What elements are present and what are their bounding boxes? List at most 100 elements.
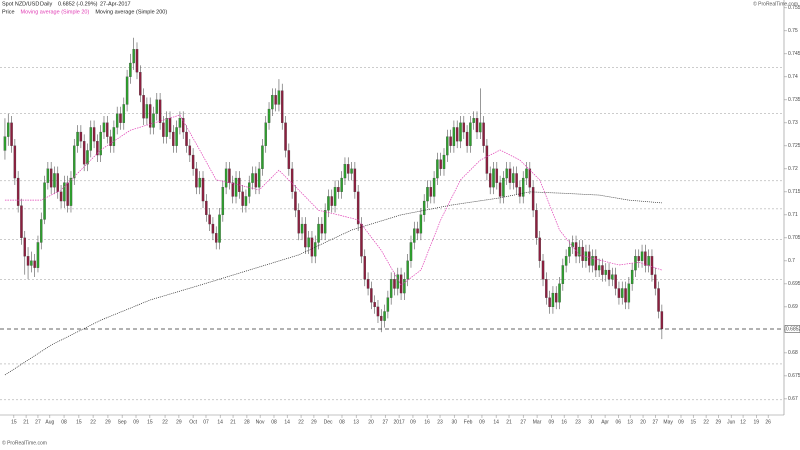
candle-body [198, 177, 201, 188]
moving-average-line [4, 114, 662, 286]
candle-body [214, 233, 218, 243]
candle-body [317, 223, 320, 243]
candle-body [413, 228, 416, 243]
candle-body [297, 210, 300, 234]
candle-body [221, 187, 225, 215]
candle-body [347, 164, 350, 174]
candle-body [294, 191, 297, 211]
legend-price: Price [2, 9, 15, 15]
y-tick-label: 0.75 [788, 28, 798, 34]
x-tick-label: 09 [678, 419, 684, 425]
x-tick-label: 14 [493, 419, 499, 425]
candle-body [40, 219, 43, 243]
candle-body [63, 182, 66, 202]
candle-body [578, 246, 581, 257]
candle-body [637, 256, 640, 261]
x-tick-label: 06 [616, 419, 622, 425]
y-tick-label: 0.725 [788, 143, 800, 149]
y-tick-label: 0.715 [788, 189, 800, 195]
candle-body [277, 90, 281, 105]
candle-body [300, 223, 304, 234]
y-tick-label: 0.695 [788, 281, 800, 287]
candle-body [254, 173, 258, 188]
last-price-label: 0.6852 [786, 326, 800, 332]
x-tick-label: 29 [105, 419, 111, 425]
candle-body [508, 168, 512, 183]
y-tick-label: 0.7 [788, 258, 795, 264]
candle-body [561, 265, 565, 284]
x-tick-label: 21 [506, 419, 512, 425]
y-tick-label: 0.705 [788, 235, 800, 241]
candle-body [406, 260, 409, 280]
candle-body [654, 274, 657, 289]
candle-body [10, 122, 13, 146]
candle-body [168, 118, 172, 133]
x-tick-label: Nov [256, 419, 265, 425]
candle-body [172, 131, 175, 146]
candle-body [304, 223, 307, 248]
candle-body [148, 104, 152, 128]
candle-body [307, 237, 310, 248]
candle-body [531, 187, 535, 211]
watermark: © ProRealTime.com [753, 0, 798, 7]
candle-body [33, 260, 36, 268]
candle-body [175, 127, 178, 146]
candle-body [482, 122, 485, 146]
x-tick-label: 08 [339, 419, 345, 425]
candle-body [281, 90, 284, 123]
candle-body [380, 315, 383, 321]
candle-body [49, 168, 53, 188]
x-tick-label: 09 [410, 419, 416, 425]
candle-body [386, 297, 390, 312]
candle-body [591, 256, 594, 266]
candle-body [363, 256, 366, 280]
candle-body [155, 99, 159, 114]
candle-body [224, 168, 228, 188]
candle-body [356, 191, 360, 225]
candle-body [465, 131, 469, 146]
candle-body [660, 311, 664, 330]
candle-body [459, 122, 462, 142]
x-tick-label: 07 [203, 419, 209, 425]
candle-body [102, 122, 106, 133]
candle-body [211, 223, 215, 234]
candle-body [343, 164, 347, 179]
candle-body [73, 145, 76, 179]
candle-body [257, 168, 261, 188]
candle-body [462, 122, 466, 133]
x-tick-label: 29 [716, 419, 722, 425]
y-tick-label: 0.675 [788, 373, 800, 379]
candle-body [290, 168, 294, 192]
candle-body [350, 168, 353, 174]
candle-body [455, 127, 459, 142]
x-tick-label: 20 [368, 419, 374, 425]
candle-body [521, 177, 525, 197]
candle-body [340, 177, 343, 192]
date: 27-Apr-2017 [100, 1, 131, 7]
candle-body [205, 200, 208, 215]
candle-body [528, 168, 532, 188]
candle-body [20, 205, 23, 238]
candle-body [475, 118, 479, 133]
x-tick-label: Dec [324, 419, 333, 425]
candle-body [360, 223, 363, 257]
candle-body [488, 173, 492, 188]
candle-body [248, 182, 251, 197]
x-tick-label: 09 [133, 419, 139, 425]
x-tick-label: 08 [61, 419, 67, 425]
candle-body [99, 131, 102, 156]
x-tick-label: 13 [353, 419, 359, 425]
candle-body [122, 104, 126, 123]
candle-body [558, 283, 561, 303]
x-tick-label: Apr [601, 419, 609, 425]
candle-body [30, 260, 33, 266]
candle-body [621, 288, 624, 298]
candle-body [59, 191, 63, 202]
candle-body [624, 288, 627, 303]
candle-body [449, 136, 452, 146]
y-tick-label: 0.71 [788, 212, 798, 218]
x-tick-label: 19 [753, 419, 759, 425]
x-tick-label: 09 [548, 419, 554, 425]
candle-body [518, 187, 522, 197]
candle-body [370, 288, 373, 303]
